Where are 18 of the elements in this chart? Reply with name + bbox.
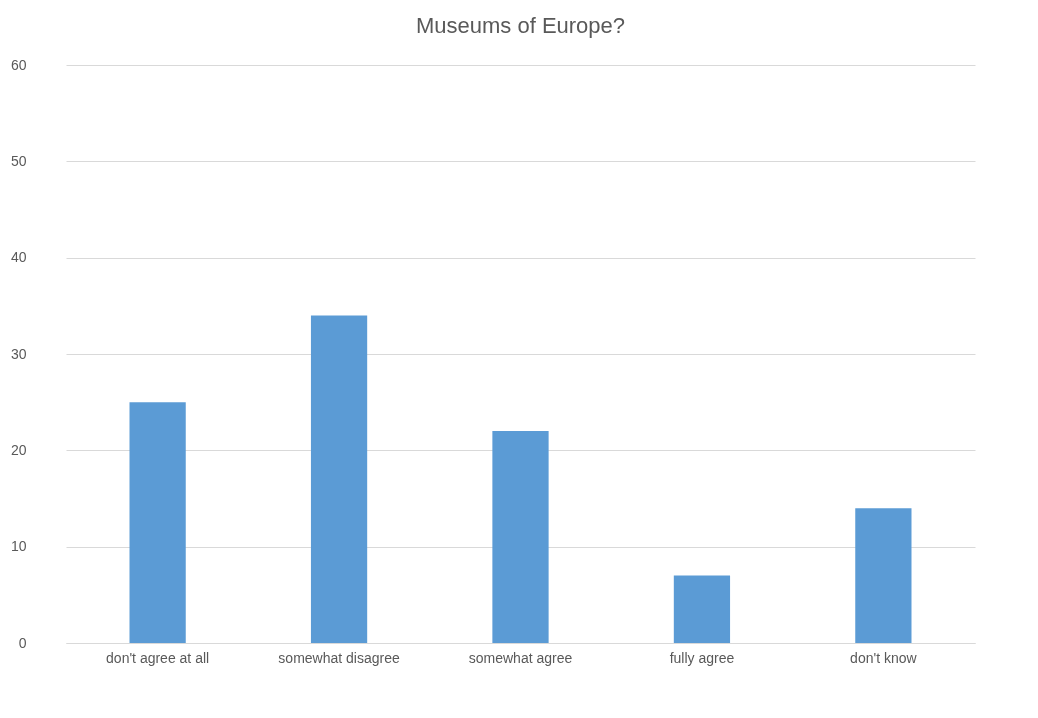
y-tick-label: 30 xyxy=(10,345,27,362)
y-tick-label: 0 xyxy=(18,634,27,651)
bar xyxy=(673,575,731,643)
bar xyxy=(310,315,368,643)
x-tick-label: don't know xyxy=(850,649,918,666)
x-tick-label: fully agree xyxy=(669,649,735,666)
bar xyxy=(492,431,549,643)
bar xyxy=(855,508,912,643)
y-tick-label: 40 xyxy=(10,249,27,266)
y-tick-label: 60 xyxy=(10,56,27,73)
x-tick-label: don't agree at all xyxy=(106,649,210,666)
y-tick-label: 20 xyxy=(10,441,27,458)
chart-title: Museums of Europe? xyxy=(415,13,626,38)
y-tick-label: 10 xyxy=(10,538,27,555)
y-tick-label: 50 xyxy=(10,152,27,169)
x-tick-label: somewhat disagree xyxy=(278,649,400,666)
bar xyxy=(129,402,186,643)
x-tick-label: somewhat agree xyxy=(468,649,573,666)
